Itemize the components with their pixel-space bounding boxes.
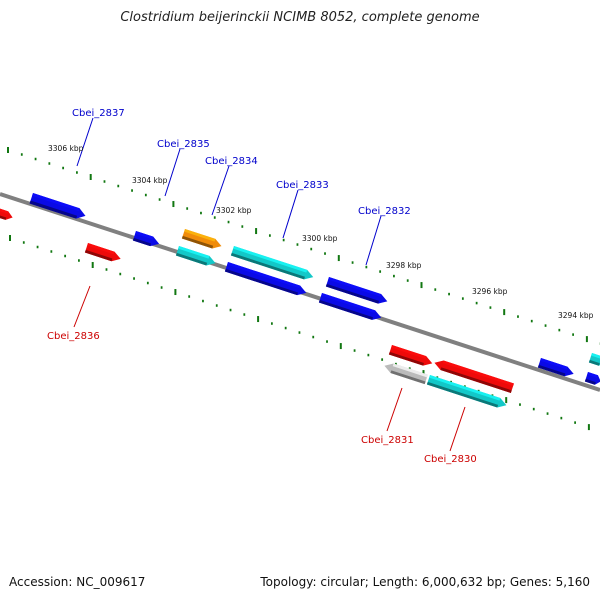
gene-arrow-red[interactable] xyxy=(388,345,434,368)
gene-arrow-cyan[interactable] xyxy=(230,246,315,282)
gene-label-cbei-2837[interactable]: Cbei_2837 xyxy=(72,108,125,119)
gene-arrow-blue[interactable] xyxy=(224,262,308,298)
scale-label-3294: 3294 kbp xyxy=(558,311,594,320)
gene-arrow-cyan[interactable] xyxy=(175,246,217,268)
scale-label-3296: 3296 kbp xyxy=(472,287,508,296)
gene-labels-bottom: Cbei_2836 Cbei_2831 Cbei_2830 xyxy=(47,331,477,465)
map-title: Clostridium beijerinckii NCIMB 8052, com… xyxy=(120,10,480,25)
gene-label-cbei-2835[interactable]: Cbei_2835 xyxy=(157,139,210,150)
gene-arrow-blue[interactable] xyxy=(318,293,383,322)
genome-summary: Topology: circular; Length: 6,000,632 bp… xyxy=(260,575,590,589)
gene-labels-top: Cbei_2837 Cbei_2835 Cbei_2834 Cbei_2833 … xyxy=(72,108,411,217)
gene-label-cbei-2830[interactable]: Cbei_2830 xyxy=(424,454,477,465)
callout-line xyxy=(73,285,91,328)
callout-line xyxy=(386,387,403,432)
label-callouts xyxy=(73,117,466,452)
accession-label: Accession: NC_009617 xyxy=(9,575,146,589)
gene-arrow-blue[interactable] xyxy=(29,193,88,221)
gene-arrow-red[interactable] xyxy=(0,207,14,222)
gene-arrow-blue[interactable] xyxy=(584,372,600,386)
gene-arrow-gray[interactable] xyxy=(383,361,428,385)
gene-arrow-blue[interactable] xyxy=(537,358,575,379)
callout-line xyxy=(282,189,299,239)
gene-label-cbei-2831[interactable]: Cbei_2831 xyxy=(361,435,414,446)
gene-arrow-blue[interactable] xyxy=(325,277,389,306)
scale-labels: 3306 kbp 3304 kbp 3302 kbp 3300 kbp 3298… xyxy=(48,144,594,320)
scale-label-3302: 3302 kbp xyxy=(216,206,252,215)
outer-tick-ring xyxy=(7,147,600,345)
gene-arrow-cyan[interactable] xyxy=(426,375,508,410)
callout-line xyxy=(365,215,382,266)
callout-line xyxy=(211,165,230,216)
gene-arrow-cyan[interactable] xyxy=(588,353,600,367)
gene-arrow-red[interactable] xyxy=(433,358,514,393)
callout-line xyxy=(164,148,181,197)
gene-label-cbei-2832[interactable]: Cbei_2832 xyxy=(358,206,411,217)
gene-arrow-orange[interactable] xyxy=(181,229,223,251)
scale-label-3298: 3298 kbp xyxy=(386,261,422,270)
callout-line xyxy=(449,406,466,452)
scale-label-3300: 3300 kbp xyxy=(302,234,338,243)
gene-features[interactable] xyxy=(0,193,600,410)
scale-label-3306: 3306 kbp xyxy=(48,144,84,153)
gene-arrow-blue[interactable] xyxy=(132,231,161,249)
gene-arrow-red[interactable] xyxy=(84,243,122,264)
gene-label-cbei-2834[interactable]: Cbei_2834 xyxy=(205,156,258,167)
gene-label-cbei-2836[interactable]: Cbei_2836 xyxy=(47,331,100,342)
gene-label-cbei-2833[interactable]: Cbei_2833 xyxy=(276,180,329,191)
scale-label-3304: 3304 kbp xyxy=(132,176,168,185)
callout-line xyxy=(76,117,94,167)
